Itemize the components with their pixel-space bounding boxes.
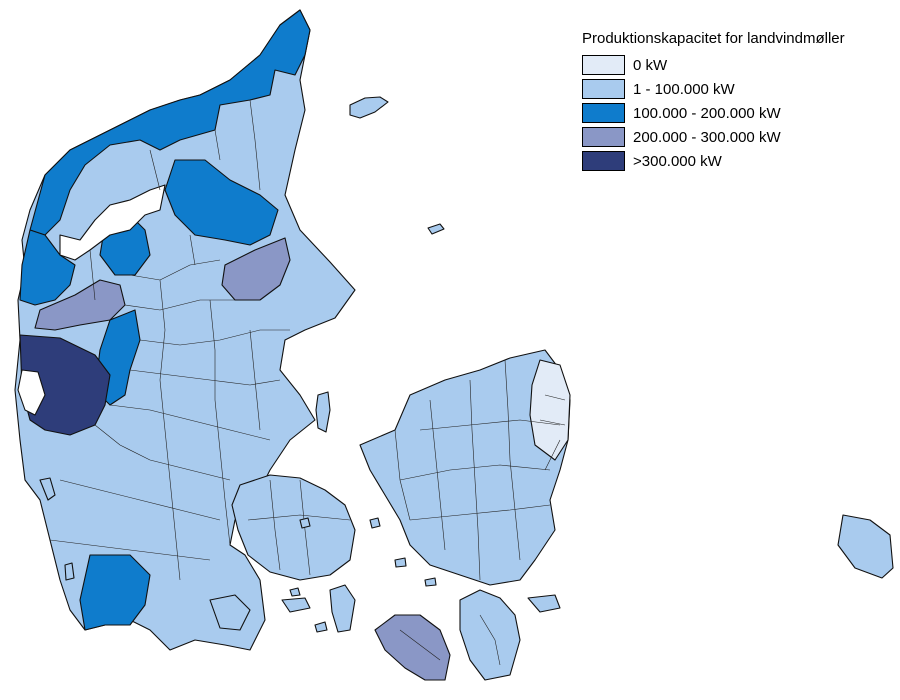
- legend-label: 100.000 - 200.000 kW: [633, 104, 781, 122]
- legend-title: Produktionskapacitet for landvindmøller: [582, 30, 845, 47]
- island-mon: [527, 594, 561, 613]
- region-fjord-water: [17, 369, 46, 416]
- legend-item: >300.000 kW: [582, 149, 872, 173]
- region-lolland: [374, 614, 451, 681]
- legend-item: 100.000 - 200.000 kW: [582, 101, 872, 125]
- region-zealand: [359, 349, 571, 586]
- island-aero: [281, 597, 311, 613]
- region-north-zealand: [529, 359, 571, 461]
- island-anholt: [427, 223, 445, 235]
- legend-swatch: [582, 127, 625, 147]
- legend-swatch: [582, 79, 625, 99]
- island-als: [209, 594, 251, 631]
- legend-swatch: [582, 103, 625, 123]
- region-mariagerfjord: [221, 237, 291, 301]
- legend-item: 200.000 - 300.000 kW: [582, 125, 872, 149]
- small-islands: [289, 517, 437, 633]
- island-laeso: [349, 96, 389, 119]
- legend-swatch: [582, 151, 625, 171]
- legend-label: 0 kW: [633, 56, 668, 74]
- island-samso: [315, 391, 331, 433]
- map-legend: Produktionskapacitet for landvindmøller …: [582, 30, 872, 173]
- region-thy: [19, 229, 76, 306]
- legend-label: >300.000 kW: [633, 152, 722, 170]
- legend-label: 1 - 100.000 kW: [633, 80, 735, 98]
- legend-item: 0 kW: [582, 53, 872, 77]
- region-funen: [231, 474, 356, 581]
- municipality-boundaries: [49, 99, 566, 666]
- region-mors-lemvig: [34, 279, 126, 331]
- island-bornholm: [837, 514, 894, 579]
- legend-label: 200.000 - 300.000 kW: [633, 128, 781, 146]
- region-north-coast: [29, 9, 311, 236]
- island-fanoe: [39, 477, 56, 501]
- island-langeland: [329, 584, 356, 633]
- island-romo: [64, 562, 75, 581]
- region-vendsyssel-east: [164, 159, 279, 246]
- region-falster-mon: [459, 589, 521, 681]
- region-limfjord-water: [59, 184, 166, 261]
- legend-item: 1 - 100.000 kW: [582, 77, 872, 101]
- legend-swatch: [582, 55, 625, 75]
- region-tonder: [79, 554, 151, 631]
